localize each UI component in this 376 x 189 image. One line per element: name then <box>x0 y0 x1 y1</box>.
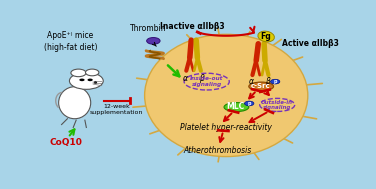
Text: ApoE⁺⁾ mice
(high-fat diet): ApoE⁺⁾ mice (high-fat diet) <box>44 31 97 52</box>
Text: Inactive αIIbβ3: Inactive αIIbβ3 <box>161 22 225 31</box>
Circle shape <box>70 72 103 89</box>
Text: p: p <box>247 101 251 106</box>
Ellipse shape <box>249 82 274 91</box>
Text: β: β <box>199 74 204 83</box>
Ellipse shape <box>224 103 249 112</box>
Circle shape <box>88 79 93 81</box>
Text: Outside-in
signaling: Outside-in signaling <box>261 99 293 110</box>
Circle shape <box>79 79 85 81</box>
Text: Active αIIbβ3: Active αIIbβ3 <box>282 39 338 48</box>
Text: Thrombin: Thrombin <box>130 24 167 33</box>
Circle shape <box>147 38 160 44</box>
Text: Atherothrombosis: Atherothrombosis <box>183 146 252 155</box>
Text: Platelet hyper-reactivity: Platelet hyper-reactivity <box>180 123 272 132</box>
Ellipse shape <box>258 31 274 42</box>
Text: α: α <box>249 77 254 86</box>
Ellipse shape <box>59 87 91 119</box>
Text: CoQ10: CoQ10 <box>50 138 82 147</box>
Text: α: α <box>183 74 188 83</box>
Ellipse shape <box>145 34 308 156</box>
Text: p: p <box>273 79 277 84</box>
Text: c-Src: c-Src <box>251 83 270 89</box>
Circle shape <box>270 79 280 84</box>
Text: Inside-out
signaling: Inside-out signaling <box>190 76 223 87</box>
Text: Fg: Fg <box>260 32 271 41</box>
Text: β: β <box>265 77 270 86</box>
Text: 12-week
supplementation: 12-week supplementation <box>89 104 143 115</box>
Text: MLC: MLC <box>226 102 245 111</box>
Circle shape <box>244 101 254 106</box>
Circle shape <box>71 69 86 77</box>
Circle shape <box>85 69 99 76</box>
